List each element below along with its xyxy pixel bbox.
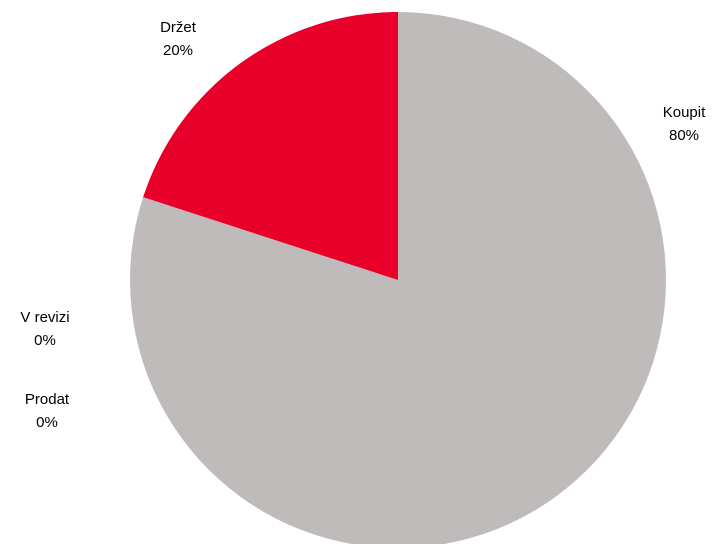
slice-label-koupit: Koupit	[663, 104, 706, 121]
slice-label-drzet: Držet	[160, 19, 197, 36]
slice-labels: Koupit 80% Držet 20% V revizi 0% Prodat …	[20, 19, 706, 431]
slice-value-drzet: 20%	[163, 42, 193, 59]
pie-slice-koupit	[130, 12, 666, 544]
slice-label-v-revizi: V revizi	[20, 309, 69, 326]
slice-value-v-revizi: 0%	[34, 332, 56, 349]
slice-value-koupit: 80%	[669, 127, 699, 144]
slice-label-prodat: Prodat	[25, 391, 70, 408]
slice-value-prodat: 0%	[36, 414, 58, 431]
pie-slice-drzet	[143, 12, 398, 280]
pie-slices	[130, 12, 666, 544]
